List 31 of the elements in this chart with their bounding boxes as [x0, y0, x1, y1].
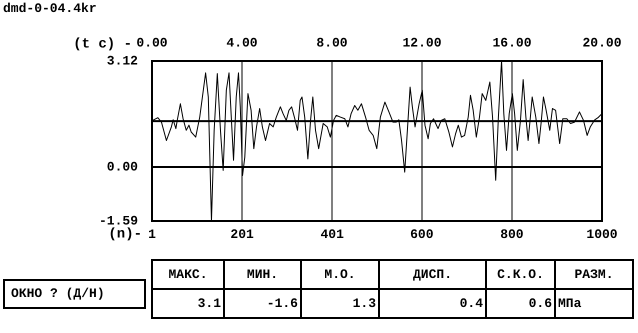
text: М.О.	[301, 260, 379, 289]
text: 0.6	[486, 289, 555, 318]
x2-tick-label: 16.00	[492, 35, 532, 50]
text: С.К.О.	[486, 260, 555, 289]
x-tick-label: 401	[320, 227, 344, 242]
x2-axis-title: (t c) -	[73, 36, 132, 53]
y-tick-label: 0.00	[106, 159, 138, 174]
x-axis-title: (n)-	[108, 226, 142, 243]
text: ДИСП.	[379, 260, 486, 289]
x2-tick-label: 20.00	[582, 35, 622, 50]
y-tick-label: -1.59	[98, 213, 138, 228]
text: 1.3	[301, 289, 379, 318]
text: МПа	[555, 289, 633, 318]
x2-tick-label: 0.00	[136, 35, 168, 50]
y-tick-label: 3.12	[106, 53, 138, 68]
text: МАКС.	[152, 260, 224, 289]
x-tick-label: 600	[410, 227, 434, 242]
x2-tick-label: 12.00	[402, 35, 442, 50]
text: МИН.	[224, 260, 301, 289]
text: -1.6	[224, 289, 301, 318]
chart-title: dmd-0-04.4kr	[3, 1, 97, 16]
x-tick-label: 800	[500, 227, 524, 242]
text: РАЗМ.	[555, 260, 633, 289]
x-tick-label: 1000	[586, 227, 618, 242]
x-tick-label: 1	[148, 227, 156, 242]
x2-tick-label: 8.00	[316, 35, 348, 50]
text: 3.1	[152, 289, 224, 318]
x2-tick-label: 4.00	[226, 35, 258, 50]
text: ОКНО ? (Д/Н)	[3, 279, 146, 309]
x-tick-label: 201	[230, 227, 254, 242]
text: 0.4	[379, 289, 486, 318]
